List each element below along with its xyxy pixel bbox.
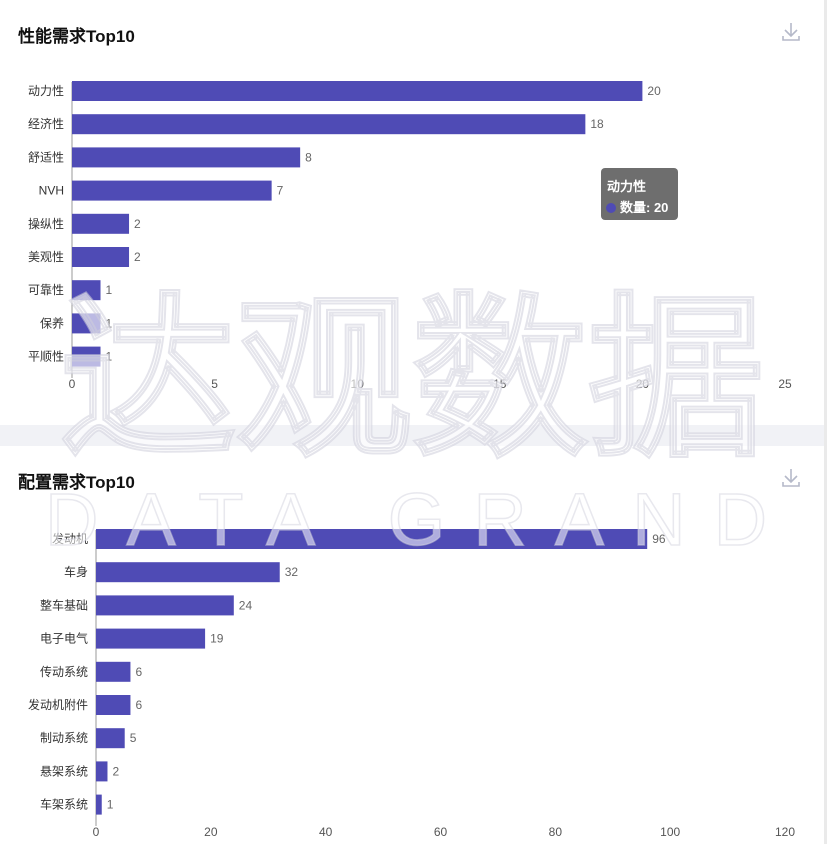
x-tick-label: 25 xyxy=(778,377,792,391)
value-label: 6 xyxy=(135,665,142,679)
x-tick-label: 15 xyxy=(493,377,507,391)
category-label: 美观性 xyxy=(28,250,64,264)
tooltip-value: 数量: 20 xyxy=(620,200,669,215)
data-bar xyxy=(72,213,130,234)
value-label: 2 xyxy=(112,764,119,778)
data-bar xyxy=(72,180,272,201)
x-tick-label: 20 xyxy=(636,377,650,391)
category-label: 可靠性 xyxy=(28,283,64,297)
category-label: 发动机附件 xyxy=(28,697,88,712)
category-label: 整车基础 xyxy=(40,597,88,612)
data-bar xyxy=(72,147,301,168)
data-bar xyxy=(72,280,101,301)
value-label: 19 xyxy=(210,632,224,646)
x-tick-label: 80 xyxy=(549,825,563,839)
download-button[interactable] xyxy=(781,21,801,43)
configuration-chart-panel: 配置需求Top10 0 20 40 60 80 100 120 发动机 96 车身 32 整车基础 24… xyxy=(0,446,827,844)
value-label: 96 xyxy=(652,532,666,546)
x-tick-label: 120 xyxy=(775,825,795,839)
tooltip-row: 数量: 20 xyxy=(606,197,668,216)
value-label: 7 xyxy=(277,184,284,198)
category-label: 车身 xyxy=(64,564,88,579)
data-bar xyxy=(72,81,643,101)
value-label: 2 xyxy=(134,250,141,264)
data-bar xyxy=(72,247,130,267)
data-bar xyxy=(72,313,101,334)
category-label: 舒适性 xyxy=(28,150,64,164)
category-label: 车架系统 xyxy=(40,797,88,812)
data-bar xyxy=(96,628,206,649)
category-label: 制动系统 xyxy=(40,731,88,745)
download-icon xyxy=(782,23,800,41)
x-tick-label: 40 xyxy=(319,825,333,839)
category-label: 悬架系统 xyxy=(40,764,88,778)
category-label: 保养 xyxy=(40,315,64,330)
value-label: 1 xyxy=(106,316,113,330)
category-label: 电子电气 xyxy=(40,631,88,646)
download-button[interactable] xyxy=(781,467,801,489)
performance-chart-panel: 性能需求Top10 0 5 10 15 20 25 动力性 20 经济性 18 舒适性 8 NVH 7 操纵… xyxy=(18,21,801,391)
scrollbar-edge xyxy=(824,0,827,844)
category-label: NVH xyxy=(39,184,64,198)
value-label: 1 xyxy=(106,350,113,364)
panel-divider xyxy=(0,425,827,446)
data-bar xyxy=(96,728,125,749)
download-icon xyxy=(782,469,800,487)
data-bar xyxy=(96,529,648,549)
value-label: 5 xyxy=(130,731,137,745)
category-label: 传动系统 xyxy=(40,664,88,679)
x-tick-label: 60 xyxy=(434,825,448,839)
value-label: 2 xyxy=(134,217,141,231)
category-label: 经济性 xyxy=(28,116,64,131)
category-label: 操纵性 xyxy=(28,216,64,231)
category-label: 平顺性 xyxy=(28,350,64,364)
x-tick-label: 0 xyxy=(93,825,100,839)
data-bar xyxy=(72,346,101,367)
data-bar xyxy=(96,562,280,583)
performance-bar-chart: 0 5 10 15 20 25 动力性 20 经济性 18 舒适性 8 NVH 7 操纵性 2 美观性 2 可靠性 1… xyxy=(28,81,792,391)
series-dot-icon xyxy=(606,203,616,213)
value-label: 24 xyxy=(239,598,253,612)
x-tick-label: 100 xyxy=(660,825,680,839)
data-bar xyxy=(96,595,234,616)
tooltip-title: 动力性 xyxy=(607,179,647,194)
x-tick-label: 20 xyxy=(204,825,218,839)
category-label: 发动机 xyxy=(52,531,88,546)
value-label: 8 xyxy=(305,150,312,164)
value-label: 1 xyxy=(106,283,113,297)
category-label: 动力性 xyxy=(28,84,64,98)
data-bar xyxy=(96,695,131,715)
data-bar xyxy=(72,114,586,135)
x-tick-label: 5 xyxy=(211,377,218,391)
x-tick-label: 10 xyxy=(351,377,365,391)
value-label: 20 xyxy=(647,84,661,98)
configuration-chart-title: 配置需求Top10 xyxy=(18,473,135,492)
value-label: 1 xyxy=(107,798,114,812)
chart-tooltip: 动力性 数量: 20 xyxy=(601,168,678,220)
configuration-bar-chart: 0 20 40 60 80 100 120 发动机 96 车身 32 整车基础 24 电子电气 19 传动系统… xyxy=(28,529,795,839)
performance-chart-title: 性能需求Top10 xyxy=(18,27,135,46)
data-bar xyxy=(96,794,102,815)
data-bar xyxy=(96,661,131,682)
x-tick-label: 0 xyxy=(69,377,76,391)
value-label: 6 xyxy=(135,698,142,712)
value-label: 18 xyxy=(590,117,604,131)
data-bar xyxy=(96,761,108,782)
value-label: 32 xyxy=(285,565,299,579)
